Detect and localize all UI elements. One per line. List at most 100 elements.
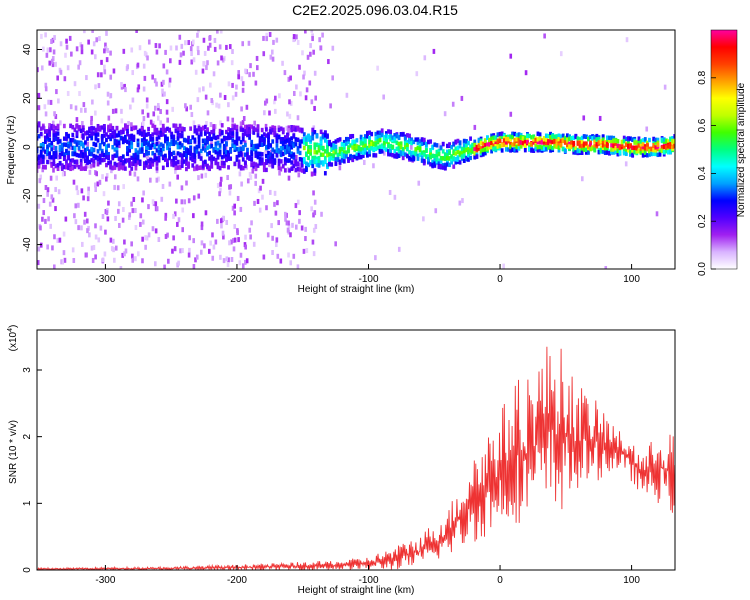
spectrogram-cell	[504, 136, 508, 142]
spectrogram-cell	[536, 145, 540, 150]
x-tick-label: 100	[623, 575, 640, 586]
spectrogram-cell	[117, 132, 121, 138]
spectrogram-cell	[46, 129, 49, 134]
spectrogram-cell	[433, 161, 437, 166]
spectrogram-cell	[137, 251, 140, 257]
spectrogram-cell	[414, 137, 418, 142]
spectrogram-cell	[559, 142, 563, 148]
spectrogram-cell	[307, 149, 310, 154]
spectrogram-cell	[673, 143, 675, 149]
spectrogram-cell	[198, 87, 201, 93]
spectrogram-cell	[220, 123, 224, 128]
spectrogram-cell	[361, 143, 365, 148]
spectrogram-cell	[191, 135, 195, 140]
spectrogram-cell	[292, 143, 296, 148]
spectrogram-cell	[197, 50, 200, 56]
spectrogram-cell	[111, 108, 115, 114]
spectrogram-cell	[185, 147, 188, 152]
spectrogram-cell	[199, 127, 203, 132]
spectrogram-cell	[47, 216, 50, 222]
spectrogram-cell	[446, 149, 449, 154]
spectrogram-cell	[239, 121, 243, 127]
spectrogram-cell	[422, 158, 426, 164]
spectrogram-cell	[555, 138, 559, 143]
spectrogram-cell	[565, 142, 569, 148]
spectrogram-cell	[130, 126, 134, 132]
spectrogram-cell	[172, 156, 176, 161]
spectrogram-cell	[231, 127, 235, 133]
spectrogram-cell	[147, 204, 150, 210]
spectrogram-cell	[307, 162, 310, 168]
spectrogram-cell	[217, 103, 221, 109]
spectrogram-cell	[458, 160, 462, 165]
spectrogram-cell	[660, 146, 664, 151]
spectrogram-cell	[305, 165, 308, 171]
spectrogram-cell	[374, 153, 378, 158]
spectrogram-cell	[359, 150, 363, 155]
spectrogram-cell	[94, 54, 97, 60]
spectrogram-cell	[268, 161, 271, 167]
spectrogram-cell	[262, 132, 266, 137]
spectrogram-cell	[629, 136, 632, 141]
spectrogram-cell	[219, 187, 222, 193]
snr-multiplier-label: (x104)	[7, 325, 19, 352]
spectrogram-cell	[656, 137, 660, 143]
spectrogram-cell	[115, 162, 119, 168]
colorbar-ticks: 0.00.20.40.60.8	[697, 70, 716, 276]
spectrogram-cell	[610, 149, 613, 154]
spectrogram-cell	[279, 139, 283, 144]
spectrogram-cell	[366, 153, 369, 158]
spectrogram-cell	[645, 126, 649, 132]
spectrogram-cell	[244, 234, 247, 240]
spectrogram-cell	[158, 43, 161, 49]
spectrogram-cell	[210, 136, 214, 142]
spectrogram-cell	[195, 130, 199, 136]
spectrogram-cell	[37, 92, 41, 98]
spectrogram-cell	[132, 125, 136, 131]
spectrogram-cell	[532, 134, 536, 139]
spectrogram-cell	[197, 134, 201, 140]
spectrogram-cell	[349, 155, 353, 160]
spectrogram-cell	[627, 143, 630, 149]
spectrogram-cell	[654, 140, 658, 145]
spectrogram-cell	[48, 142, 52, 148]
spectrogram-cell	[168, 154, 171, 159]
spectrogram-cell	[141, 121, 145, 127]
spectrogram-cell	[355, 156, 359, 161]
spectrogram-cell	[69, 166, 73, 172]
spectrogram-cell	[193, 125, 197, 130]
spectrogram-cell	[175, 198, 178, 204]
spectrogram-cell	[77, 64, 80, 70]
spectrogram-cell	[189, 150, 193, 155]
spectrogram-cell	[98, 36, 101, 42]
spectrogram-cell	[313, 105, 316, 111]
spectrogram-cell	[321, 134, 325, 139]
spectrogram-cell	[37, 123, 41, 128]
spectrogram-cell	[241, 120, 245, 126]
spectrogram-cell	[189, 126, 193, 131]
spectrogram-cell	[441, 156, 445, 161]
spectrogram-cell	[113, 257, 116, 263]
spectrogram-cell	[328, 162, 331, 167]
spectrogram-cell	[368, 130, 371, 135]
spectrogram-cell	[220, 155, 224, 160]
spectrogram-cell	[287, 223, 291, 229]
spectrogram-cell	[523, 135, 527, 140]
spectrogram-cell	[376, 134, 380, 140]
spectrogram-cell	[109, 237, 113, 243]
spectrogram-cell	[80, 188, 84, 194]
spectrogram-cell	[178, 123, 182, 129]
spectrogram-cell	[332, 145, 336, 150]
spectrogram-cell	[136, 129, 140, 135]
spectrogram-cell	[142, 133, 146, 138]
spectrogram-cell	[372, 141, 376, 146]
spectrogram-cell	[83, 219, 86, 225]
spectrogram-cell	[553, 144, 557, 149]
spectrogram-cell	[401, 155, 405, 161]
spectrogram-cell	[557, 148, 561, 153]
spectrogram-cell	[126, 158, 129, 163]
spectrogram-cell	[547, 140, 550, 146]
spectrogram-cell	[292, 34, 296, 40]
spectrogram-cell	[151, 158, 155, 164]
